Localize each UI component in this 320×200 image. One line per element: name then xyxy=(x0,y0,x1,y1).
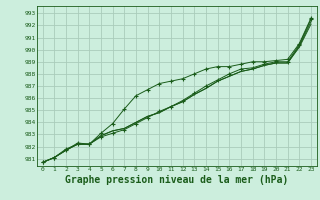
X-axis label: Graphe pression niveau de la mer (hPa): Graphe pression niveau de la mer (hPa) xyxy=(65,175,288,185)
